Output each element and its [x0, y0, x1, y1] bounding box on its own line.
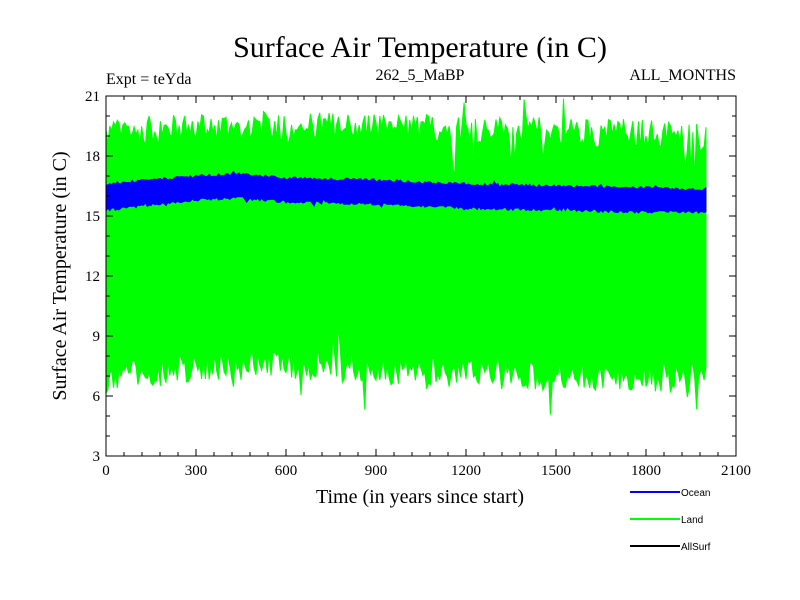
x-tick-label: 1200 [451, 463, 481, 479]
legend: Ocean Land AllSurf [630, 488, 711, 553]
y-tick-label: 3 [93, 449, 101, 465]
x-axis-label: Time (in years since start) [316, 486, 524, 508]
chart-subtitle: 262_5_MaBP [376, 67, 465, 84]
legend-label-ocean: Ocean [681, 488, 710, 499]
x-tick-label: 1500 [541, 463, 571, 479]
y-axis-label: Surface Air Temperature (in C) [49, 151, 71, 400]
legend-label-land: Land [681, 515, 703, 526]
period-label: ALL_MONTHS [629, 67, 736, 84]
experiment-label: Expt = teYda [106, 71, 191, 88]
series-land [105, 98, 707, 415]
y-tick-label: 21 [85, 89, 100, 105]
y-tick-label: 15 [85, 209, 100, 225]
x-tick-label: 1800 [631, 463, 661, 479]
x-tick-label: 900 [365, 463, 388, 479]
x-tick-label: 600 [275, 463, 298, 479]
legend-label-allsurf: AllSurf [681, 542, 711, 553]
y-tick-label: 18 [85, 149, 100, 165]
x-tick-label: 300 [185, 463, 208, 479]
y-tick-label: 6 [93, 389, 101, 405]
series-band-land [105, 98, 707, 415]
chart-title: Surface Air Temperature (in C) [233, 31, 607, 64]
x-tick-label: 0 [102, 463, 110, 479]
data-layer [105, 98, 707, 415]
x-axis: 0 300 600 900 1200 1500 1800 2100 [102, 96, 751, 479]
y-tick-label: 9 [93, 329, 101, 345]
y-axis: 3 6 9 12 15 18 21 [85, 89, 736, 465]
y-tick-label: 12 [85, 269, 100, 285]
x-tick-label: 2100 [721, 463, 751, 479]
series-band-ocean [105, 170, 707, 214]
series-ocean [105, 170, 707, 214]
